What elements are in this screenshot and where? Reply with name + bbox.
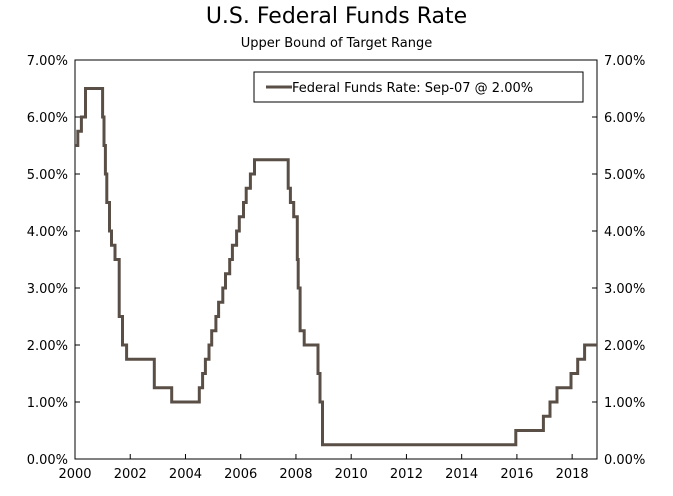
y-tick-label-left: 3.00% — [27, 282, 68, 297]
y-tick-label-left: 6.00% — [27, 111, 68, 126]
chart-title: U.S. Federal Funds Rate — [205, 4, 468, 29]
x-tick-label: 2000 — [58, 467, 91, 482]
x-tick-label: 2006 — [224, 467, 257, 482]
legend: Federal Funds Rate: Sep-07 @ 2.00% — [253, 71, 584, 103]
x-tick-label: 2016 — [500, 467, 533, 482]
y-tick-label-right: 6.00% — [604, 111, 645, 126]
y-tick-label-right: 4.00% — [604, 225, 645, 240]
plot-frame — [74, 59, 598, 460]
y-tick-label-right: 7.00% — [604, 54, 645, 69]
tick-marks — [74, 59, 597, 460]
y-tick-label-left: 1.00% — [27, 396, 68, 411]
y-tick-label-left: 2.00% — [27, 339, 68, 354]
axis-labels: 0.00% 0.00% 1.00% 1.00% 2.00% 2.00% 3.00% 3.00%… — [27, 54, 646, 482]
x-tick-label: 2002 — [114, 467, 147, 482]
y-tick-label-left: 0.00% — [27, 453, 68, 468]
x-tick-label: 2004 — [169, 467, 202, 482]
x-tick-label: 2014 — [445, 467, 478, 482]
y-tick-label-right: 3.00% — [604, 282, 645, 297]
y-tick-label-left: 7.00% — [27, 54, 68, 69]
x-tick-label: 2008 — [279, 467, 312, 482]
series-line-fed-funds-rate — [75, 87, 597, 447]
x-tick-label: 2018 — [556, 467, 589, 482]
legend-box — [253, 71, 584, 103]
y-tick-label-left: 5.00% — [27, 168, 68, 183]
y-tick-label-right: 0.00% — [604, 453, 645, 468]
y-tick-label-right: 1.00% — [604, 396, 645, 411]
y-tick-label-right: 2.00% — [604, 339, 645, 354]
x-tick-label: 2012 — [390, 467, 423, 482]
legend-label: Federal Funds Rate: Sep-07 @ 2.00% — [292, 81, 533, 96]
x-tick-label: 2010 — [335, 467, 368, 482]
y-tick-label-right: 5.00% — [604, 168, 645, 183]
chart-subtitle: Upper Bound of Target Range — [240, 36, 433, 51]
y-tick-label-left: 4.00% — [27, 225, 68, 240]
